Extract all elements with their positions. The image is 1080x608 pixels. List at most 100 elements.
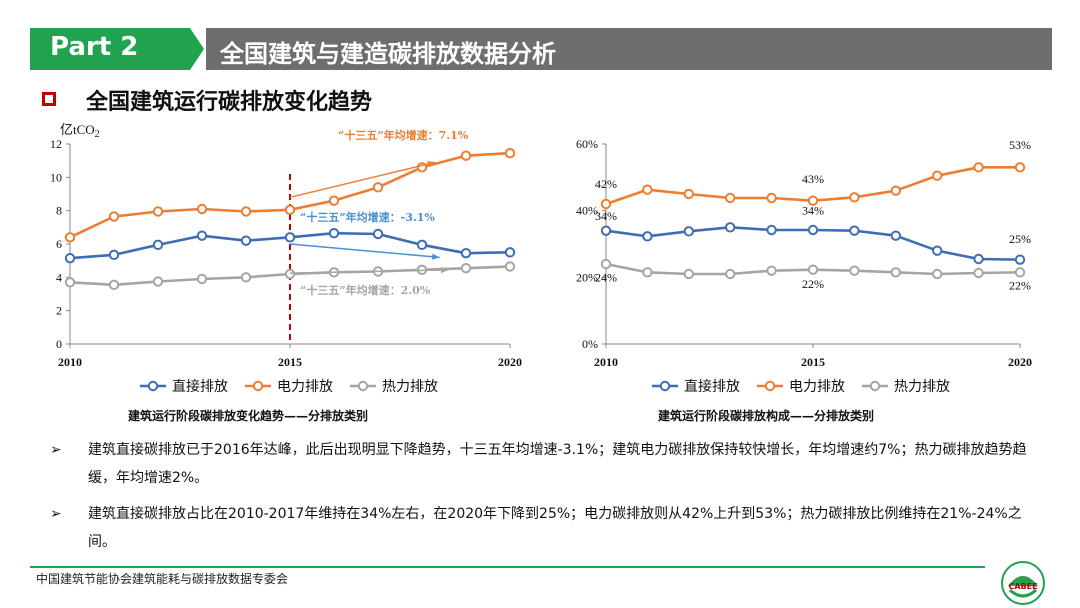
data-point: [284, 204, 296, 216]
data-point: [460, 247, 472, 259]
part-title: 全国建筑与建造碳排放数据分析: [220, 40, 556, 68]
data-point: [890, 230, 901, 241]
part-label: Part 2: [50, 32, 139, 62]
data-point: [642, 267, 653, 278]
data-label: 34%: [595, 209, 617, 223]
data-point: [683, 226, 695, 237]
legend-label: 热力排放: [894, 379, 950, 395]
power-trend-arrow-head: [427, 161, 436, 168]
data-point: [683, 268, 695, 280]
y-tick-label: 20%: [576, 270, 598, 284]
data-point: [460, 262, 472, 274]
data-label: 24%: [595, 270, 617, 284]
part-header-bar: Part 2 全国建筑与建造碳排放数据分析: [30, 28, 1052, 70]
section-square-icon: [42, 92, 56, 106]
heat-trend-arrow: [289, 269, 449, 274]
data-point: [64, 277, 76, 288]
footer-organization: 中国建筑节能协会建筑能耗与碳排放数据专委会: [36, 572, 289, 586]
data-point: [372, 228, 384, 240]
x-tick-label: 2010: [58, 355, 82, 369]
data-point: [683, 188, 695, 200]
data-point: [932, 170, 943, 181]
power-growth-annotation: “十三五”年均增速：7.1%: [338, 128, 469, 142]
data-label: 22%: [802, 277, 824, 291]
y-tick-label: 40%: [576, 204, 598, 218]
data-point: [196, 230, 208, 241]
section-title: 全国建筑运行碳排放变化趋势: [86, 90, 373, 115]
data-point: [372, 182, 384, 193]
data-point: [152, 206, 164, 217]
bullet-point-1: ➢ 建筑直接碳排放已于2016年达峰，此后出现明显下降趋势，十三五年均增速-3.…: [40, 436, 1040, 492]
data-point: [240, 272, 252, 283]
bullet-point-2: ➢ 建筑直接碳排放占比在2010-2017年维持在34%左右，在2020年下降到…: [40, 500, 1040, 556]
data-point: [600, 258, 612, 270]
y-tick-label: 6: [56, 237, 62, 251]
data-point: [973, 162, 984, 173]
data-point: [196, 273, 208, 285]
legend-marker: [659, 380, 671, 392]
chart-legend: 直接排放 电力排放 热力排放: [652, 378, 950, 395]
emission-share-chart: 0% 20% 40% 60% 2010 2015 2020 直接排放 电力排放 热力排放 42%…: [576, 137, 1032, 395]
power-trend-arrow: [289, 161, 436, 199]
data-point: [807, 264, 819, 275]
chart-legend: 直接排放 电力排放 热力排放: [140, 378, 438, 395]
part-label-bg: [30, 28, 190, 70]
data-point: [973, 267, 984, 279]
right-chart-caption: 建筑运行阶段碳排放构成——分排放类别: [658, 409, 875, 423]
data-point: [849, 225, 860, 236]
data-point: [1014, 254, 1026, 265]
y-tick-label: 8: [56, 204, 62, 218]
data-label: 43%: [802, 172, 824, 186]
y-tick-label: 0%: [582, 337, 598, 351]
data-label: 22%: [1009, 279, 1031, 293]
data-point: [849, 192, 860, 203]
data-point: [504, 147, 516, 159]
footer-divider: [30, 566, 985, 568]
legend-marker: [869, 380, 881, 392]
data-point: [807, 195, 819, 206]
data-point: [890, 185, 901, 196]
legend-label: 电力排放: [277, 379, 333, 395]
bullet-text-2: 建筑直接碳排放占比在2010-2017年维持在34%左右，在2020年下降到25…: [88, 506, 1022, 550]
data-point: [460, 150, 472, 161]
legend-label: 热力排放: [382, 379, 438, 395]
logo-text: CABEE: [1008, 582, 1037, 591]
data-point: [973, 253, 984, 265]
direct-trend-arrow-head: [431, 253, 440, 260]
data-point: [849, 265, 860, 276]
y-tick-label: 12: [50, 137, 62, 151]
data-point: [642, 231, 653, 242]
data-point: [504, 261, 516, 272]
data-point: [725, 222, 736, 233]
data-point: [196, 203, 208, 215]
data-point: [416, 239, 428, 251]
part-label-arrow: [190, 28, 204, 70]
legend-label: 直接排放: [684, 378, 740, 395]
data-point: [600, 225, 612, 236]
data-point: [1014, 267, 1026, 278]
data-point: [240, 235, 252, 246]
x-tick-label: 2015: [801, 355, 825, 369]
data-point: [152, 239, 164, 251]
x-tick-label: 2015: [278, 355, 302, 369]
bullet-text-1: 建筑直接碳排放已于2016年达峰，此后出现明显下降趋势，十三五年均增速-3.1%…: [88, 442, 1027, 486]
data-point: [807, 224, 819, 236]
data-point: [766, 265, 777, 276]
data-label: 42%: [595, 177, 617, 191]
data-point: [284, 232, 296, 243]
x-tick-label: 2020: [498, 355, 522, 369]
data-point: [504, 247, 516, 258]
heat-growth-annotation: “十三五”年均增速：2.0%: [300, 283, 431, 297]
heat-trend-arrow-head: [440, 266, 449, 274]
data-point: [725, 268, 736, 280]
x-tick-label: 2020: [1008, 355, 1032, 369]
left-chart-caption: 建筑运行阶段碳排放变化趋势——分排放类别: [128, 409, 369, 423]
y-tick-label: 10: [50, 170, 62, 184]
legend-marker: [357, 380, 369, 392]
data-point: [1014, 162, 1026, 173]
y-tick-label: 0: [56, 337, 62, 351]
data-point: [725, 192, 736, 204]
data-point: [152, 276, 164, 287]
y-tick-label: 60%: [576, 137, 598, 151]
data-point: [890, 267, 901, 278]
